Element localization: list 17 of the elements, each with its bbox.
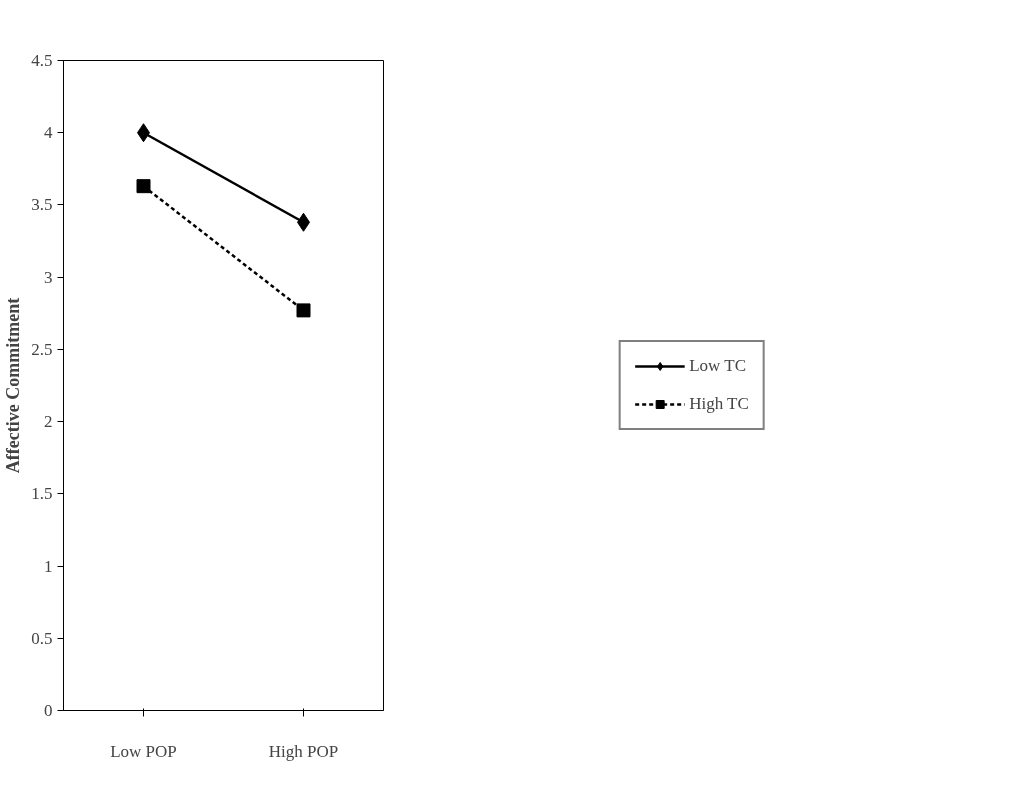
y-tick-label: 2.5	[31, 339, 53, 359]
y-tick-label: 2	[44, 412, 53, 432]
y-tick-label: 4.5	[31, 51, 53, 70]
legend-label: High TC	[689, 394, 749, 414]
legend-label: Low TC	[689, 356, 746, 376]
x-tick-label: High POP	[268, 741, 339, 761]
y-tick-label: 0.5	[31, 628, 53, 648]
x-tick-label: Low POP	[110, 741, 177, 761]
y-tick-label: 0	[44, 701, 53, 720]
y-tick-label: 1	[44, 556, 53, 576]
y-tick-label: 4	[44, 123, 53, 143]
y-tick-label: 3	[44, 267, 53, 287]
point	[136, 179, 151, 194]
y-axis-title: Affective Commitment	[3, 297, 24, 474]
point	[296, 303, 311, 318]
y-tick-label: 1.5	[31, 484, 53, 504]
y-tick-label: 3.5	[31, 195, 53, 215]
